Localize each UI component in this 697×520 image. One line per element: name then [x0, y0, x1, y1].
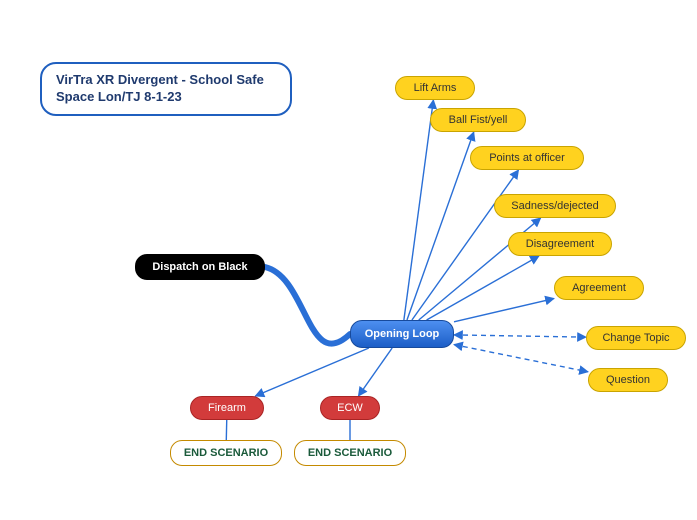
node-sad: Sadness/dejected: [494, 194, 616, 218]
node-agree: Agreement: [554, 276, 644, 300]
node-dispatch: Dispatch on Black: [135, 254, 265, 280]
node-change: Change Topic: [586, 326, 686, 350]
node-ball: Ball Fist/yell: [430, 108, 526, 132]
node-end2: END SCENARIO: [294, 440, 406, 466]
node-lift: Lift Arms: [395, 76, 475, 100]
node-opening: Opening Loop: [350, 320, 454, 348]
node-points: Points at officer: [470, 146, 584, 170]
node-question: Question: [588, 368, 668, 392]
node-disagree: Disagreement: [508, 232, 612, 256]
node-firearm: Firearm: [190, 396, 264, 420]
diagram-title: VirTra XR Divergent - School Safe Space …: [40, 62, 292, 116]
node-end1: END SCENARIO: [170, 440, 282, 466]
node-ecw: ECW: [320, 396, 380, 420]
